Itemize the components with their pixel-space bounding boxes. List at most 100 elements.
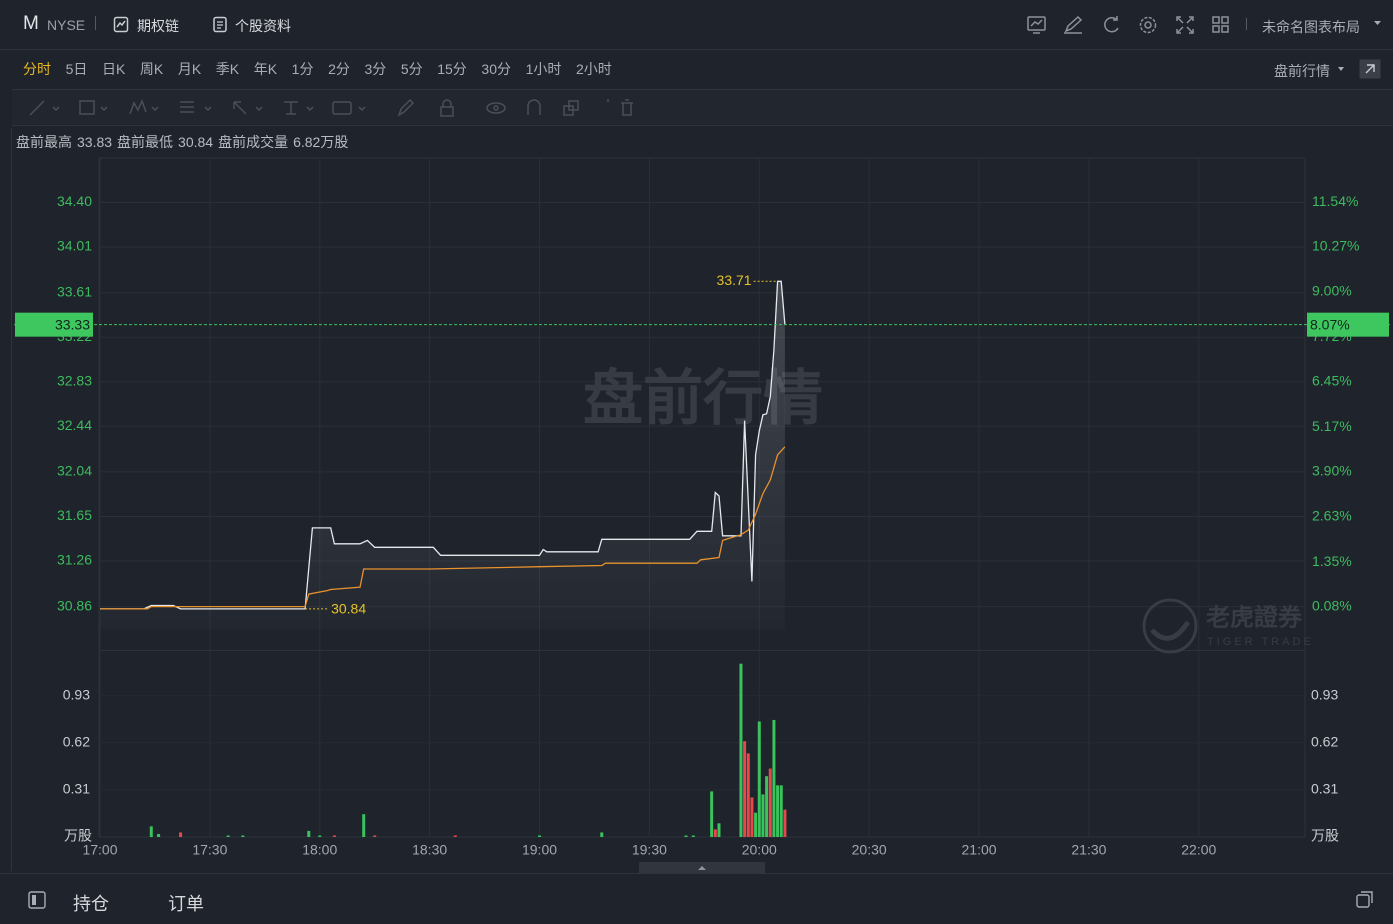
volume-bar	[362, 814, 366, 837]
period-tab[interactable]: 周K	[139, 61, 164, 77]
tool-arrow[interactable]	[358, 106, 366, 112]
fib-tool[interactable]	[180, 101, 194, 113]
positions-tab[interactable]: 持仓	[73, 894, 109, 914]
tool-arrow[interactable]	[255, 106, 263, 112]
period-tab[interactable]: 年K	[253, 61, 278, 77]
period-tab[interactable]: 2小时	[575, 61, 612, 77]
chart: 盘前行情 老虎證券 TIGER TRADE 17:00 17:30 18:00 18:…	[11, 128, 1393, 873]
exchange: NYSE	[47, 17, 86, 33]
period-tab[interactable]: 日K	[101, 61, 126, 77]
x-tick-label: 22:00	[1181, 842, 1216, 858]
volume-bar	[684, 835, 688, 837]
lock-tool[interactable]	[440, 106, 454, 117]
delete-tool[interactable]	[621, 99, 633, 116]
y-tick-label: 33.61	[57, 283, 92, 299]
indicator-icon[interactable]	[1027, 16, 1046, 34]
tool-arrow[interactable]	[100, 106, 108, 112]
brand-logo	[1142, 598, 1198, 654]
volume-bar	[307, 830, 311, 837]
info-value: 6.82万股	[293, 134, 349, 150]
info-label: 盘前最高	[16, 134, 72, 150]
top-icons	[1027, 15, 1229, 34]
option-chain-link[interactable]: 期权链	[137, 18, 179, 34]
line-tool[interactable]	[29, 100, 45, 116]
period-tab[interactable]: 2分	[328, 61, 350, 77]
footer-bar: 持仓 订单	[0, 873, 1393, 924]
info-label: 盘前成交量	[218, 134, 289, 150]
volume-bar	[332, 835, 336, 837]
high-label: 33.71	[717, 272, 752, 288]
profile-link[interactable]: 个股资料	[235, 18, 291, 34]
last-pct-label: 8.07%	[1310, 316, 1350, 332]
volume-bar	[713, 829, 717, 837]
dropdown-arrow[interactable]	[1374, 21, 1382, 27]
popout-button[interactable]	[1356, 891, 1374, 909]
profile-icon[interactable]	[212, 16, 229, 33]
period-tab[interactable]: 月K	[177, 61, 202, 77]
session-select[interactable]: 盘前行情	[1274, 63, 1330, 79]
x-tick-label: 17:30	[192, 842, 227, 858]
y-tick-label: 34.01	[57, 238, 92, 254]
chart-panel	[12, 156, 1393, 871]
period-tab[interactable]: 1小时	[525, 61, 562, 77]
brand-watermark: 老虎證券 TIGER TRADE	[1142, 598, 1311, 654]
option-chain-icon[interactable]	[113, 16, 130, 33]
pattern-tool[interactable]	[129, 98, 147, 115]
refresh-icon[interactable]	[1104, 16, 1119, 33]
period-tab[interactable]: 5日	[65, 61, 88, 77]
note-tool[interactable]	[332, 101, 352, 115]
period-tab[interactable]: 15分	[437, 61, 467, 77]
rect-tool[interactable]	[79, 100, 95, 115]
volume-bar	[761, 794, 765, 837]
panel-toggle[interactable]	[28, 891, 46, 909]
eye-tool[interactable]	[493, 105, 499, 111]
period-tab[interactable]: 分时	[23, 61, 51, 77]
volume-bar	[772, 719, 776, 837]
orders-tab[interactable]: 订单	[168, 894, 204, 914]
expand-button[interactable]	[1359, 59, 1381, 79]
tool-arrow[interactable]	[204, 106, 212, 112]
volume-bar	[226, 835, 230, 837]
tool-arrow[interactable]	[52, 106, 60, 112]
tool-arrow[interactable]	[151, 106, 159, 112]
y-tick-label: 32.44	[57, 417, 92, 433]
y-tick-label: 32.04	[57, 463, 92, 479]
clone-tool[interactable]	[568, 100, 579, 111]
arrow-tool[interactable]	[233, 101, 247, 115]
period-tab[interactable]: 1分	[291, 61, 314, 77]
volume-bar	[538, 835, 542, 837]
handle-arrow[interactable]	[698, 866, 706, 870]
layout-icon[interactable]	[1212, 16, 1229, 33]
volume-unit: 万股	[64, 828, 92, 844]
dropdown-arrow[interactable]	[1338, 67, 1345, 72]
period-tab[interactable]: 3分	[364, 61, 387, 77]
pen-tool[interactable]	[397, 98, 415, 117]
last-price-box	[15, 312, 93, 337]
period-tab[interactable]: 季K	[215, 61, 240, 77]
magnet-tool[interactable]	[527, 99, 541, 115]
volume-bar	[743, 741, 747, 837]
lock-tool[interactable]	[442, 99, 452, 107]
fullscreen-icon[interactable]	[1176, 16, 1194, 34]
volume-unit: 万股	[1311, 828, 1339, 844]
average-line	[100, 446, 786, 610]
text-tool[interactable]	[284, 101, 298, 115]
y2-tick-label: 11.54%	[1312, 193, 1358, 209]
period-tab[interactable]: 5分	[400, 61, 423, 77]
y2-tick-label: 10.27%	[1312, 238, 1359, 254]
eye-tool[interactable]	[486, 102, 506, 114]
x-tick-label: 21:00	[962, 842, 997, 858]
period-tab[interactable]: 30分	[481, 61, 511, 77]
x-tick-label: 18:00	[302, 842, 337, 858]
settings-icon[interactable]	[1139, 16, 1157, 34]
volume-bar	[757, 721, 761, 837]
volume-bar	[768, 768, 772, 837]
brand-logo	[1150, 620, 1191, 641]
edit-icon[interactable]	[1064, 15, 1083, 34]
y-tick-label: 34.40	[57, 193, 92, 209]
y-tick-label: 32.83	[57, 372, 92, 388]
tool-arrow[interactable]	[306, 106, 314, 112]
layout-name[interactable]: 未命名图表布局	[1262, 19, 1360, 35]
y2-tick-label: 2.63%	[1312, 508, 1352, 524]
x-tick-label: 17:00	[82, 842, 117, 858]
